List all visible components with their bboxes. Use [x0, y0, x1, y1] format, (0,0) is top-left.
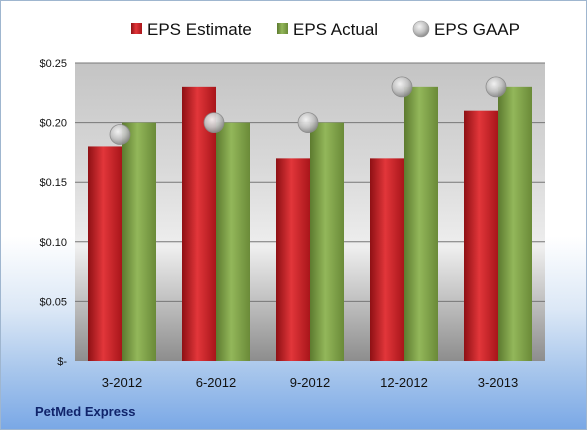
- x-tick-label: 12-2012: [380, 375, 428, 390]
- legend-label: EPS Actual: [293, 20, 378, 39]
- legend-label: EPS Estimate: [147, 20, 252, 39]
- eps-actual-bar: [122, 122, 156, 361]
- eps-estimate-bar: [182, 86, 216, 361]
- eps-gaap-marker: [485, 76, 507, 98]
- x-tick-label: 3-2013: [478, 375, 518, 390]
- x-tick-label: 3-2012: [102, 375, 142, 390]
- y-tick-label: $0.05: [39, 296, 67, 308]
- eps-estimate-bar: [276, 158, 310, 361]
- eps-estimate-bar: [464, 110, 498, 362]
- y-tick-label: $0.15: [39, 177, 67, 189]
- company-name: PetMed Express: [35, 404, 136, 419]
- y-tick-label: $-: [57, 356, 67, 368]
- eps-actual-bar: [498, 86, 532, 361]
- legend-swatch: [277, 23, 288, 34]
- eps-estimate-bar: [88, 146, 122, 361]
- legend-label: EPS GAAP: [434, 20, 520, 39]
- legend-swatch: [131, 23, 142, 34]
- eps-gaap-marker: [297, 112, 319, 133]
- y-tick-label: $0.25: [39, 58, 67, 70]
- eps-actual-bar: [310, 122, 344, 361]
- eps-actual-bar: [216, 122, 250, 361]
- legend: EPS Estimate EPS Actual EPS GAAP: [131, 20, 520, 39]
- eps-gaap-marker: [391, 76, 413, 98]
- x-tick-label: 6-2012: [196, 375, 236, 390]
- gaap-markers: [109, 76, 507, 145]
- bars: [88, 86, 532, 362]
- x-tick-label: 9-2012: [290, 375, 330, 390]
- eps-gaap-marker: [109, 124, 131, 145]
- legend-swatch: [412, 20, 430, 38]
- eps-estimate-bar: [370, 158, 404, 361]
- eps-gaap-marker: [203, 112, 225, 133]
- y-axis: $- $0.05 $0.10 $0.15 $0.20 $0.25: [39, 58, 67, 368]
- y-tick-label: $0.20: [39, 118, 67, 130]
- y-tick-label: $0.10: [39, 237, 67, 249]
- x-axis: 3-2012 6-2012 9-2012 12-2012 3-2013: [102, 375, 518, 390]
- eps-actual-bar: [404, 86, 438, 361]
